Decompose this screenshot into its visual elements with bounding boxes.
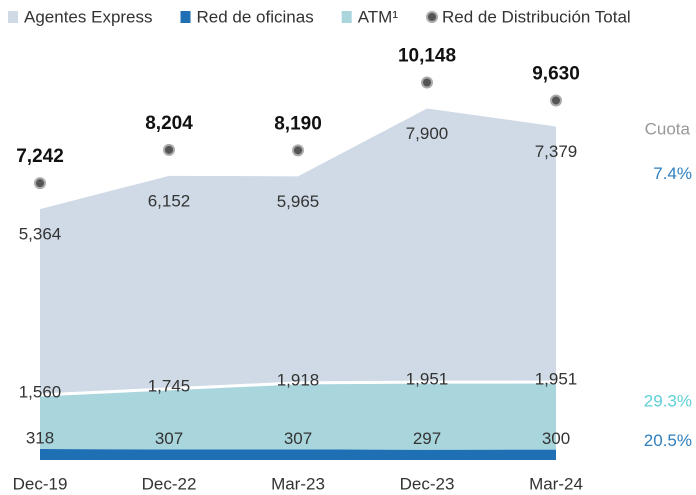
x-tick-label: Dec-23 xyxy=(400,474,455,493)
legend-marker xyxy=(180,11,191,23)
x-tick-label: Mar-24 xyxy=(529,474,583,493)
total-label: 10,148 xyxy=(398,46,456,67)
x-tick-label: Dec-22 xyxy=(142,474,197,493)
total-label: 8,204 xyxy=(145,113,193,134)
value-label: 1,951 xyxy=(406,370,449,389)
value-label: 6,152 xyxy=(148,191,191,210)
total-dot xyxy=(550,94,562,107)
legend-marker xyxy=(426,11,438,23)
legend-label: Red de oficinas xyxy=(197,7,314,26)
total-dot xyxy=(292,144,304,157)
x-tick-label: Dec-19 xyxy=(13,474,68,493)
value-label: 297 xyxy=(413,429,441,448)
area xyxy=(40,448,556,460)
share-label: 20.5% xyxy=(644,431,692,450)
legend-label: Agentes Express xyxy=(24,7,153,26)
value-label: 7,900 xyxy=(406,124,449,143)
area xyxy=(40,108,556,395)
value-label: 318 xyxy=(26,428,54,447)
legend-label: Red de Distribución Total xyxy=(442,7,631,26)
value-label: 7,379 xyxy=(535,142,578,161)
legend-label: ATM¹ xyxy=(358,7,399,26)
share-title: Cuota xyxy=(645,119,691,138)
total-dot xyxy=(163,143,175,156)
value-label: 307 xyxy=(155,429,183,448)
value-label: 1,918 xyxy=(277,370,320,389)
legend-marker xyxy=(8,11,18,23)
total-dot xyxy=(421,76,433,89)
total-label: 9,630 xyxy=(532,63,580,84)
share-label: 29.3% xyxy=(644,392,692,411)
share-label: 7.4% xyxy=(653,164,692,183)
x-tick-label: Mar-23 xyxy=(271,474,325,493)
total-label: 8,190 xyxy=(274,113,322,134)
value-label: 307 xyxy=(284,429,312,448)
total-dot xyxy=(34,177,46,190)
value-label: 300 xyxy=(542,429,570,448)
value-label: 5,364 xyxy=(19,225,62,244)
total-label: 7,242 xyxy=(16,146,64,167)
legend-marker xyxy=(341,11,352,23)
value-label: 1,745 xyxy=(148,376,191,395)
value-label: 5,965 xyxy=(277,192,320,211)
separator xyxy=(39,380,557,397)
value-label: 1,560 xyxy=(19,382,62,401)
area xyxy=(40,382,556,450)
value-label: 1,951 xyxy=(535,370,578,389)
